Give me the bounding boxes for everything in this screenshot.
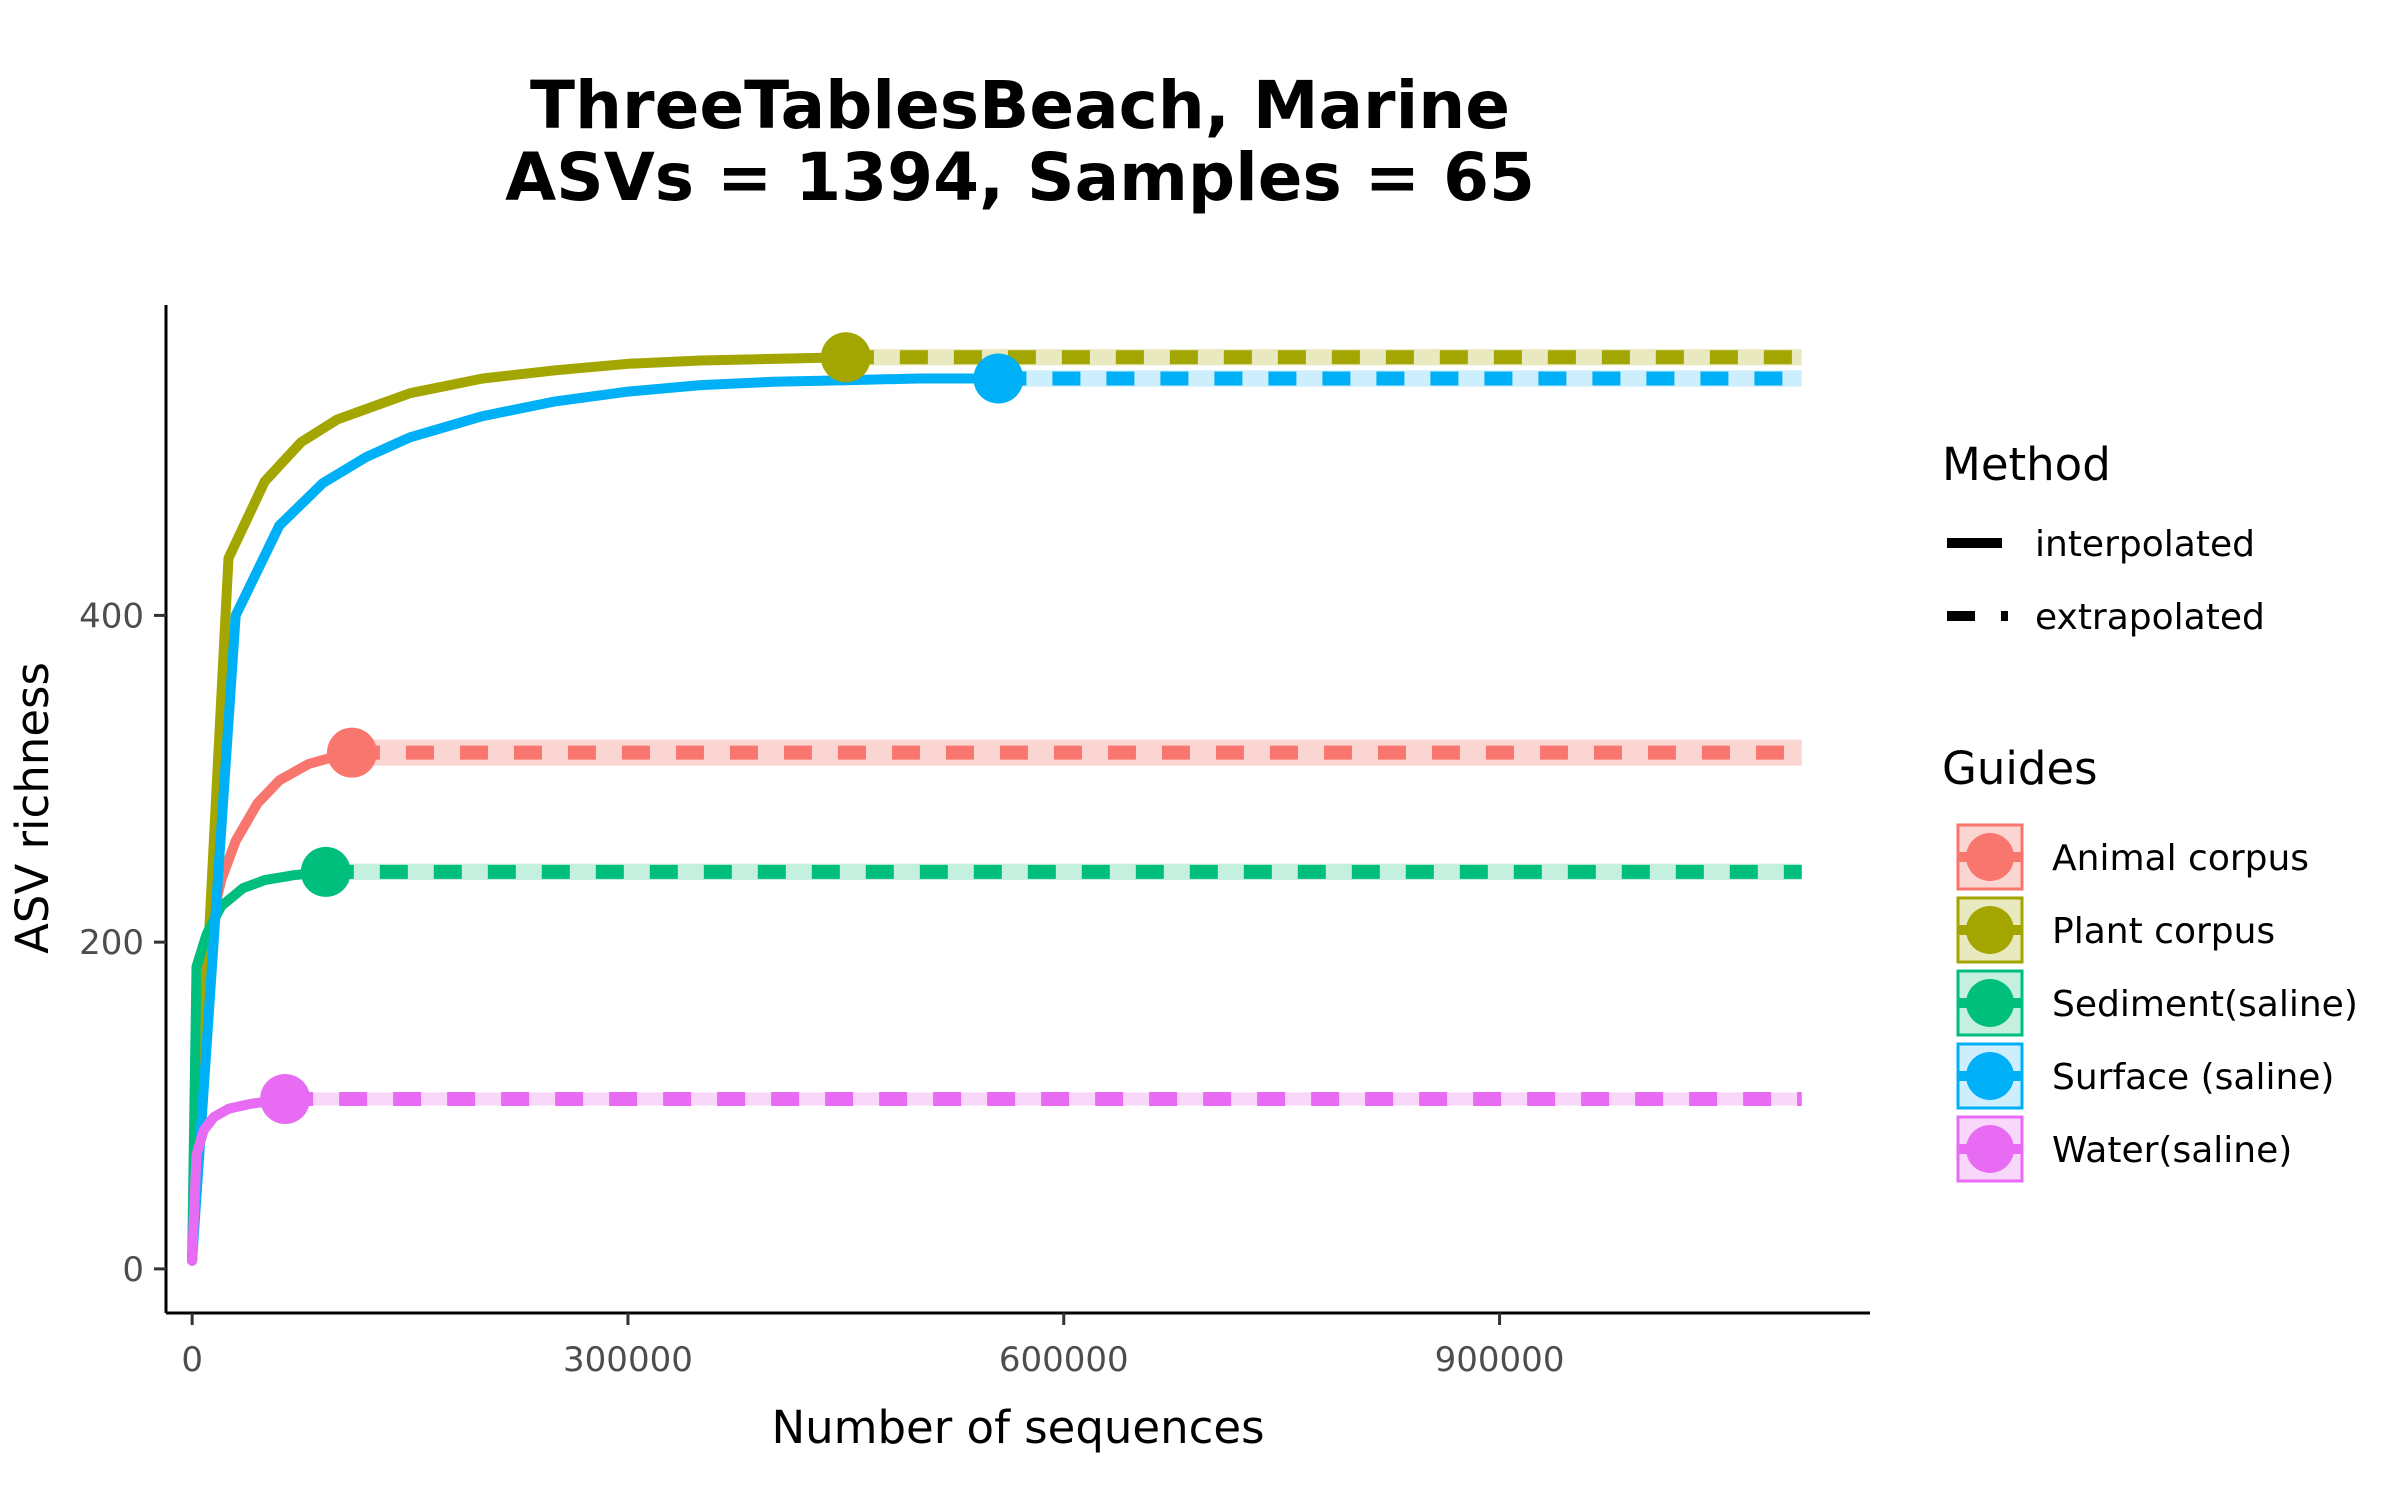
y-axis-title: ASV richness xyxy=(6,662,59,954)
x-tick-label: 900000 xyxy=(1435,1340,1565,1380)
legend-key-point xyxy=(1966,906,2014,954)
legend-item-interpolated: interpolated xyxy=(1947,524,2255,565)
legend-label-interpolated: interpolated xyxy=(2035,524,2255,565)
interpolated-line-plant-corpus xyxy=(187,352,851,1266)
interpolated-line-sediment-saline xyxy=(187,866,331,1266)
legend-guides-title: Guides xyxy=(1942,742,2098,795)
interpolated-line-surface-saline xyxy=(187,373,1004,1266)
legend-key-point xyxy=(1966,979,2014,1027)
chart-title-line1: ThreeTablesBeach, Marine xyxy=(530,67,1510,144)
observed-point-water-saline xyxy=(260,1073,311,1124)
y-tick-label: 200 xyxy=(79,923,144,963)
y-tick-label: 0 xyxy=(122,1250,144,1290)
x-tick-label: 300000 xyxy=(563,1340,693,1380)
legend-item-extrapolated: extrapolated xyxy=(1947,597,2265,638)
observed-point-plant-corpus xyxy=(820,332,871,383)
legend-item-plant-corpus: Plant corpus xyxy=(1956,896,2275,964)
observed-point-surface-saline xyxy=(973,353,1024,404)
x-tick-label: 0 xyxy=(181,1340,203,1380)
legend-label: Sediment(saline) xyxy=(2052,984,2358,1025)
legend-key-point xyxy=(1966,1052,2014,1100)
legend-key-point xyxy=(1966,1125,2014,1173)
legend-label: Water(saline) xyxy=(2052,1130,2292,1171)
legend-item-water-saline: Water(saline) xyxy=(1956,1115,2292,1183)
legend-item-animal-corpus: Animal corpus xyxy=(1956,823,2309,891)
legend-item-surface-saline: Surface (saline) xyxy=(1956,1042,2334,1110)
legend-method-title: Method xyxy=(1942,438,2111,491)
legend-label: Surface (saline) xyxy=(2052,1057,2334,1098)
y-tick-label: 400 xyxy=(79,596,144,636)
observed-point-animal-corpus xyxy=(326,727,377,778)
legend: Method interpolated extrapolated Guides … xyxy=(1942,438,2358,1183)
x-axis-title: Number of sequences xyxy=(771,1401,1264,1454)
chart-title-line2: ASVs = 1394, Samples = 65 xyxy=(505,139,1535,216)
legend-guides-items: Animal corpus Plant corpus Sediment(saline… xyxy=(1956,823,2358,1183)
x-tick-label: 600000 xyxy=(999,1340,1129,1380)
axes: 0 300000 600000 900000 0 200 400 xyxy=(79,596,1564,1380)
observed-point-sediment-saline xyxy=(300,846,351,897)
legend-label: Plant corpus xyxy=(2052,911,2275,952)
legend-item-sediment-saline: Sediment(saline) xyxy=(1956,969,2358,1037)
legend-key-point xyxy=(1966,833,2014,881)
plot-area xyxy=(187,332,1802,1266)
interpolated-line-water-saline xyxy=(187,1094,291,1266)
legend-label-extrapolated: extrapolated xyxy=(2035,597,2265,638)
legend-label: Animal corpus xyxy=(2052,838,2309,879)
